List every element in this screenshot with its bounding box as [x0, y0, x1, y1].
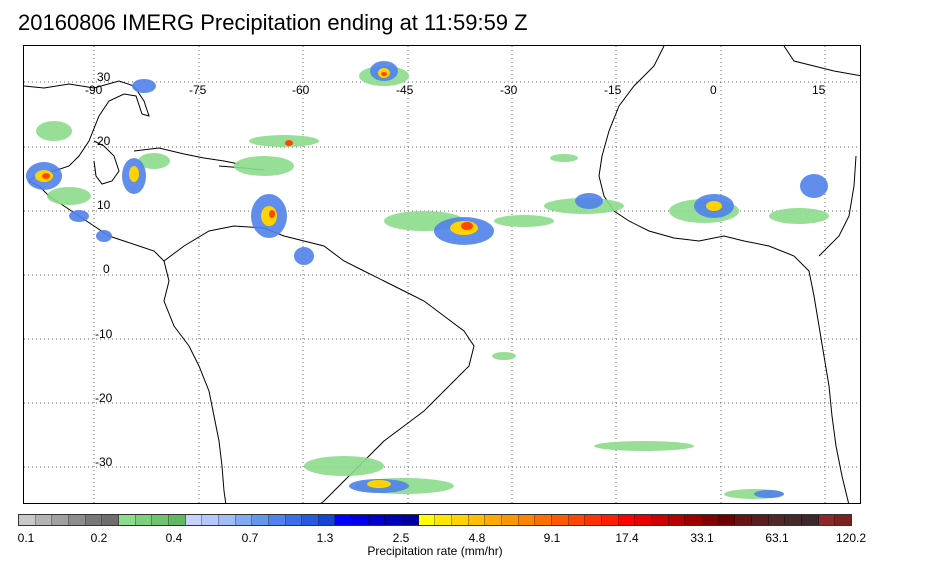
coastline-central-america [28, 180, 165, 262]
colorbar-tick-label: 4.8 [468, 531, 486, 545]
colorbar-swatch [568, 515, 586, 525]
colorbar-swatch [452, 515, 469, 525]
colorbar-tick-label: 17.4 [615, 531, 639, 545]
colorbar-swatch [751, 515, 769, 525]
colorbar-tick-label: 9.1 [543, 531, 561, 545]
colorbar-swatch [552, 515, 569, 525]
colorbar-swatch [801, 515, 819, 525]
precipitation-map [23, 45, 861, 504]
lon-label-75w: -75 [189, 83, 207, 97]
colorbar-swatch [651, 515, 669, 525]
lon-label-15e: 15 [812, 83, 826, 97]
coastline-north-america [24, 80, 150, 182]
lat-label-30n: 30 [97, 70, 111, 84]
colorbar-swatch [685, 515, 702, 525]
colorbar-tick-label: 2.5 [392, 531, 410, 545]
colorbar-swatch [701, 515, 719, 525]
colorbar-swatch [268, 515, 286, 525]
lat-label-10n: 10 [97, 198, 111, 212]
colorbar-tick-label: 120.2 [835, 531, 867, 545]
colorbar-swatch [785, 515, 802, 525]
map-title: 20160806 IMERG Precipitation ending at 1… [18, 10, 528, 35]
lon-label-60w: -60 [292, 83, 310, 97]
colorbar-swatch [252, 515, 269, 525]
coastlines [24, 46, 860, 503]
colorbar-swatch [19, 515, 36, 525]
lon-label-15w: -15 [604, 83, 622, 97]
colorbar-swatch [135, 515, 153, 525]
colorbar-swatch [818, 515, 836, 525]
colorbar-swatch [418, 515, 436, 525]
colorbar-swatch [835, 515, 851, 525]
colorbar-swatch [635, 515, 652, 525]
colorbar-swatch [502, 515, 519, 525]
colorbar-swatch [285, 515, 303, 525]
colorbar-swatch [668, 515, 686, 525]
colorbar-swatch [468, 515, 486, 525]
colorbar-tick-label: 63.1 [765, 531, 789, 545]
lat-label-10s: -10 [95, 327, 113, 341]
lon-label-0: 0 [710, 83, 717, 97]
colorbar-swatch [68, 515, 86, 525]
map-canvas [24, 46, 860, 503]
colorbar-swatch [168, 515, 186, 525]
colorbar-title: Precipitation rate (mm/hr) [367, 544, 503, 558]
colorbar-swatch [318, 515, 336, 525]
colorbar-swatch [485, 515, 503, 525]
colorbar-swatch [402, 515, 419, 525]
colorbar-swatch [302, 515, 319, 525]
colorbar-tick-label: 33.1 [690, 531, 714, 545]
lon-label-30w: -30 [500, 83, 518, 97]
colorbar-swatch [618, 515, 636, 525]
colorbar-swatch [335, 515, 353, 525]
colorbar-swatch [368, 515, 386, 525]
lat-label-20n: 20 [97, 134, 111, 148]
coastline-africa [598, 46, 850, 503]
colorbar-swatch [102, 515, 119, 525]
colorbar-tick-label: 0.7 [241, 531, 259, 545]
colorbar-tick-label: 0.2 [90, 531, 108, 545]
lat-label-30s: -30 [95, 455, 113, 469]
colorbar-swatch [152, 515, 169, 525]
lon-label-90w: -90 [85, 83, 103, 97]
colorbar-swatch [218, 515, 236, 525]
colorbar-swatch [601, 515, 619, 525]
lat-label-0: 0 [103, 262, 110, 276]
colorbar-swatch [435, 515, 453, 525]
lat-label-20s: -20 [95, 391, 113, 405]
lon-label-45w: -45 [396, 83, 414, 97]
colorbar-tick-label: 0.1 [17, 531, 35, 545]
colorbar-swatch [718, 515, 736, 525]
colorbar-tick-label: 1.3 [316, 531, 334, 545]
precipitation-colorbar [18, 514, 852, 526]
colorbar-swatch [585, 515, 602, 525]
colorbar-swatch [202, 515, 219, 525]
colorbar-swatch [735, 515, 752, 525]
colorbar-swatch [118, 515, 136, 525]
colorbar-swatch [768, 515, 786, 525]
colorbar-swatch [35, 515, 53, 525]
colorbar-swatch [185, 515, 203, 525]
colorbar-swatch [52, 515, 69, 525]
colorbar-swatch [385, 515, 403, 525]
colorbar-swatch [535, 515, 552, 525]
precipitation-cells [26, 61, 829, 499]
colorbar-swatch [518, 515, 536, 525]
colorbar-swatch [352, 515, 369, 525]
colorbar-swatch [235, 515, 253, 525]
colorbar-swatch [85, 515, 103, 525]
colorbar-tick-label: 0.4 [165, 531, 183, 545]
graticule [24, 46, 860, 503]
